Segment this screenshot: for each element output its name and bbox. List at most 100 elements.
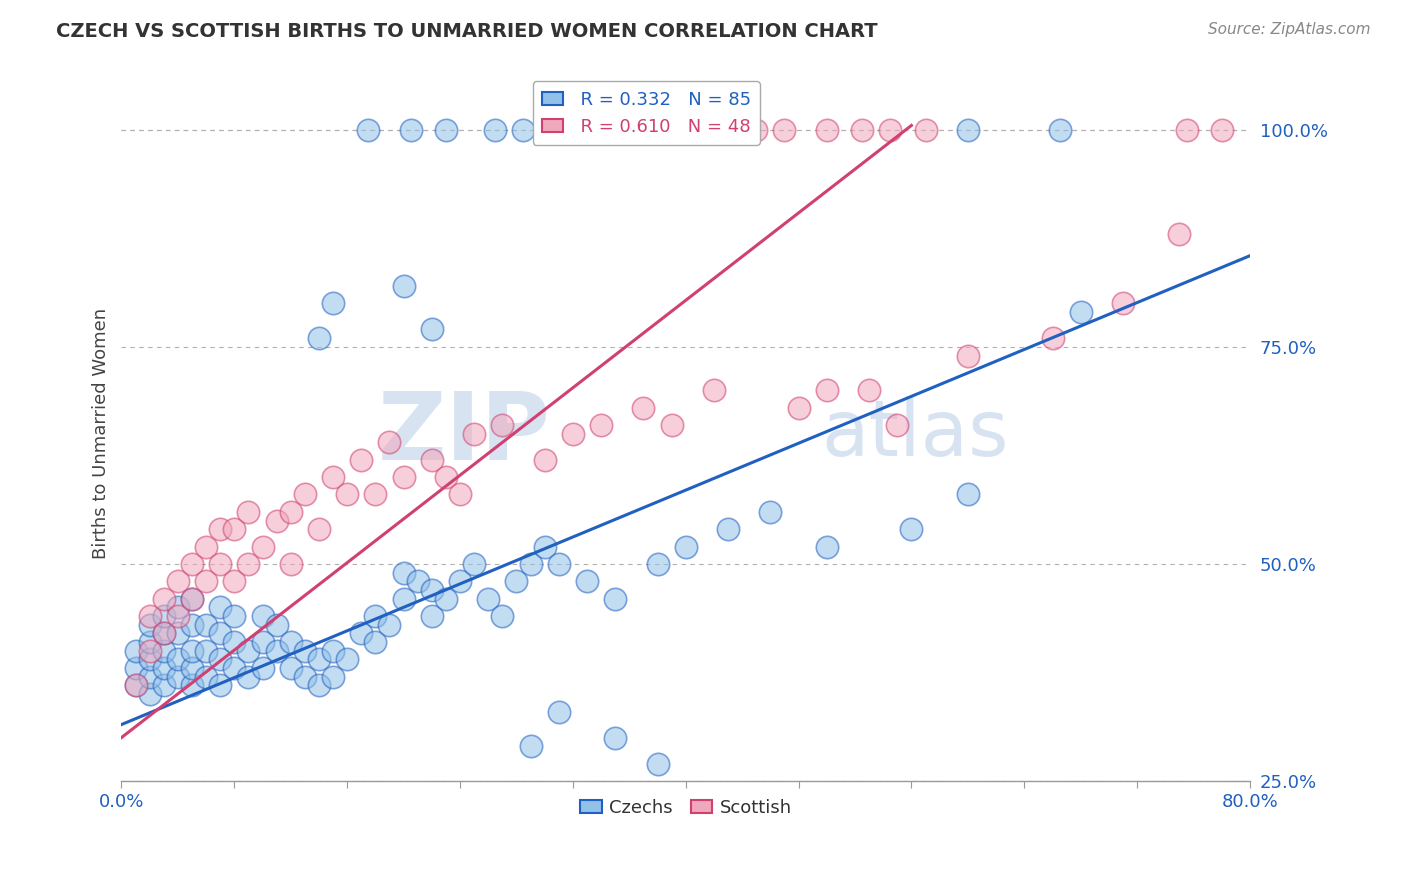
- Point: [209, 600, 232, 615]
- Point: [392, 566, 415, 580]
- Point: [167, 670, 190, 684]
- Point: [181, 591, 204, 606]
- Point: [1070, 305, 1092, 319]
- Point: [759, 505, 782, 519]
- Point: [124, 678, 146, 692]
- Point: [152, 609, 174, 624]
- Point: [308, 678, 330, 692]
- Point: [675, 540, 697, 554]
- Point: [392, 279, 415, 293]
- Point: [152, 591, 174, 606]
- Point: [195, 670, 218, 684]
- Point: [224, 635, 246, 649]
- Point: [851, 122, 873, 136]
- Point: [561, 426, 583, 441]
- Point: [519, 557, 541, 571]
- Point: [1175, 122, 1198, 136]
- Point: [900, 522, 922, 536]
- Point: [336, 652, 359, 666]
- Point: [138, 687, 160, 701]
- Point: [533, 540, 555, 554]
- Point: [477, 591, 499, 606]
- Point: [956, 487, 979, 501]
- Point: [224, 574, 246, 589]
- Point: [152, 661, 174, 675]
- Text: atlas: atlas: [821, 396, 1008, 472]
- Point: [124, 661, 146, 675]
- Point: [195, 644, 218, 658]
- Point: [350, 452, 373, 467]
- Point: [619, 122, 641, 136]
- Point: [181, 678, 204, 692]
- Point: [322, 296, 344, 310]
- Point: [463, 557, 485, 571]
- Point: [350, 626, 373, 640]
- Text: Source: ZipAtlas.com: Source: ZipAtlas.com: [1208, 22, 1371, 37]
- Point: [152, 644, 174, 658]
- Point: [787, 401, 810, 415]
- Point: [491, 417, 513, 432]
- Point: [266, 644, 288, 658]
- Point: [420, 322, 443, 336]
- Point: [209, 522, 232, 536]
- Point: [512, 122, 534, 136]
- Point: [266, 617, 288, 632]
- Point: [167, 652, 190, 666]
- Point: [167, 609, 190, 624]
- Point: [138, 609, 160, 624]
- Point: [710, 122, 733, 136]
- Point: [322, 670, 344, 684]
- Point: [322, 644, 344, 658]
- Point: [252, 635, 274, 649]
- Point: [591, 417, 613, 432]
- Point: [633, 401, 655, 415]
- Point: [682, 122, 704, 136]
- Point: [167, 626, 190, 640]
- Point: [745, 122, 768, 136]
- Point: [406, 574, 429, 589]
- Point: [181, 617, 204, 632]
- Point: [308, 331, 330, 345]
- Point: [1168, 227, 1191, 241]
- Point: [224, 609, 246, 624]
- Point: [773, 122, 796, 136]
- Point: [647, 557, 669, 571]
- Point: [280, 635, 302, 649]
- Point: [533, 452, 555, 467]
- Point: [815, 384, 838, 398]
- Point: [238, 557, 260, 571]
- Point: [449, 574, 471, 589]
- Point: [1049, 122, 1071, 136]
- Point: [181, 557, 204, 571]
- Point: [1211, 122, 1233, 136]
- Point: [322, 470, 344, 484]
- Point: [252, 609, 274, 624]
- Point: [252, 540, 274, 554]
- Point: [879, 122, 901, 136]
- Point: [209, 557, 232, 571]
- Point: [392, 591, 415, 606]
- Point: [266, 514, 288, 528]
- Point: [238, 670, 260, 684]
- Legend: Czechs, Scottish: Czechs, Scottish: [572, 791, 799, 824]
- Point: [591, 122, 613, 136]
- Point: [717, 522, 740, 536]
- Text: ZIP: ZIP: [377, 388, 550, 480]
- Point: [152, 626, 174, 640]
- Point: [956, 349, 979, 363]
- Point: [731, 122, 754, 136]
- Point: [357, 122, 380, 136]
- Y-axis label: Births to Unmarried Women: Births to Unmarried Women: [93, 308, 110, 559]
- Text: CZECH VS SCOTTISH BIRTHS TO UNMARRIED WOMEN CORRELATION CHART: CZECH VS SCOTTISH BIRTHS TO UNMARRIED WO…: [56, 22, 877, 41]
- Point: [505, 574, 527, 589]
- Point: [420, 609, 443, 624]
- Point: [575, 574, 598, 589]
- Point: [364, 609, 387, 624]
- Point: [308, 522, 330, 536]
- Point: [280, 661, 302, 675]
- Point: [138, 635, 160, 649]
- Point: [647, 756, 669, 771]
- Point: [420, 582, 443, 597]
- Point: [420, 452, 443, 467]
- Point: [181, 644, 204, 658]
